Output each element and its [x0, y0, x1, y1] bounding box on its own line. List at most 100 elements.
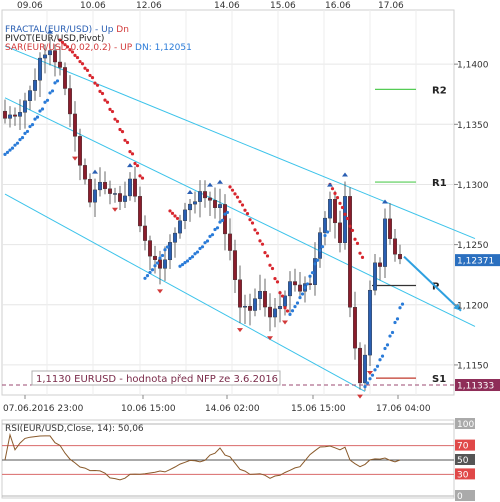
- sar-dot-up: [310, 271, 315, 275]
- sar-dot-up: [370, 373, 375, 377]
- sar-dot-dn: [355, 241, 360, 246]
- legend-fractal: FRACTAL(EUR/USD) - Up Dn: [5, 25, 129, 35]
- sar-dot-dn: [103, 98, 107, 102]
- sar-dot-dn: [263, 251, 267, 255]
- sar-dot-up: [8, 148, 12, 152]
- sar-dot-up: [183, 261, 187, 265]
- sar-dot-up: [313, 262, 317, 266]
- sar-dot-up: [320, 245, 325, 249]
- sar-dot-up: [308, 274, 312, 278]
- nfp-annotation: 1,1130 EURUSD - hodnota před NFP ze 3.6.…: [36, 373, 278, 385]
- y-tick-label: 1,1300: [457, 181, 489, 191]
- candle-body: [273, 308, 278, 318]
- sar-dot-dn: [68, 48, 72, 52]
- sar-dot-up: [53, 81, 57, 85]
- candle-body: [182, 209, 187, 221]
- sar-dot-up: [23, 131, 27, 136]
- sar-dot-dn: [343, 212, 347, 216]
- nfp-price-label: 1,11333: [457, 382, 494, 392]
- sar-dot-dn: [268, 263, 272, 267]
- sar-dot-up: [178, 264, 182, 268]
- rsi-tick-label: 0: [457, 492, 463, 502]
- candle-body: [323, 217, 328, 233]
- top-date-label: 10.06: [80, 1, 106, 11]
- sar-dot-dn: [125, 140, 130, 145]
- candle-body: [373, 262, 378, 291]
- sar-dot-dn: [110, 109, 115, 114]
- candle-body: [58, 61, 63, 68]
- rsi-line: [4, 432, 401, 481]
- candle-body: [318, 232, 323, 259]
- sar-dot-up: [398, 306, 402, 310]
- projection-arrow-head: [453, 303, 461, 311]
- sar-dot-dn: [123, 138, 127, 142]
- grid: [2, 10, 454, 395]
- sar-dot-dn: [60, 40, 65, 44]
- sar-dot-dn: [275, 280, 280, 284]
- sar-dot-up: [293, 304, 297, 309]
- candle-body: [197, 191, 202, 202]
- sar-dot-up: [148, 270, 152, 275]
- sar-dot-dn: [283, 306, 287, 310]
- candle-body: [268, 306, 273, 318]
- sar-dot-dn: [78, 59, 82, 64]
- sar-dot-up: [365, 381, 370, 385]
- sar-dot-dn: [260, 242, 265, 246]
- rsi-tick-label: 100: [457, 420, 474, 430]
- sar-dot-dn: [65, 45, 70, 49]
- candle-body: [157, 259, 162, 269]
- sar-dot-up: [163, 248, 167, 252]
- sar-dot-up: [25, 129, 30, 134]
- sar-dot-dn: [105, 100, 110, 104]
- sar-dot-dn: [170, 211, 175, 215]
- sar-dot-up: [193, 252, 197, 256]
- sar-dot-up: [160, 253, 165, 258]
- fractals: [47, 29, 388, 399]
- y-tick-label: 1,1200: [457, 301, 489, 311]
- sar-dot-dn: [140, 176, 145, 180]
- sar-dot-up: [385, 343, 390, 347]
- sar-dot-dn: [280, 294, 285, 298]
- candle-body: [48, 50, 53, 56]
- sar-dot-dn: [285, 309, 290, 313]
- candle-body: [122, 195, 127, 202]
- top-date-label: 12.06: [136, 1, 162, 11]
- sar-dot-up: [165, 245, 170, 249]
- sar-dot-dn: [240, 203, 245, 207]
- sar-dot-up: [375, 364, 380, 368]
- sar-dot-dn: [253, 228, 257, 232]
- sar-dot-dn: [330, 187, 335, 191]
- pivot-s1-label: S1: [432, 374, 446, 385]
- rsi-tick-label: 30: [457, 470, 469, 480]
- candle-body: [247, 305, 252, 311]
- candle-body: [328, 199, 333, 219]
- y-tick-label: 1,1400: [457, 61, 489, 71]
- sar-dot-up: [303, 285, 307, 290]
- sar-dot-dn: [348, 224, 352, 228]
- sar-dot-up: [300, 292, 305, 296]
- projection-arrow: [403, 255, 462, 312]
- sar-dot-up: [28, 124, 32, 129]
- sar-dot-up: [185, 259, 190, 263]
- bottom-date-axis: 07.06.2016 23:00 10.06 15:00 14.06 02:00 15…: [3, 395, 431, 414]
- candle-body: [33, 80, 38, 91]
- sar-dot-dn: [95, 83, 100, 87]
- candle-body: [353, 307, 358, 349]
- sar-dot-up: [155, 261, 160, 265]
- sar-dot-dn: [108, 107, 112, 111]
- candle-body: [348, 196, 353, 308]
- candle-body: [222, 204, 227, 235]
- sar-dot-up: [325, 230, 330, 234]
- sar-dot-up: [373, 368, 377, 372]
- bottom-date-label: 07.06.2016 23:00: [3, 404, 84, 414]
- sar-dot-up: [203, 241, 207, 245]
- candle-body: [12, 114, 17, 117]
- sar-dot-up: [318, 248, 322, 252]
- sar-dot-up: [35, 115, 40, 119]
- candle-body: [187, 203, 192, 211]
- sar-dot-up: [380, 354, 385, 358]
- fractal-dn: [367, 371, 373, 376]
- candle-body: [298, 284, 303, 292]
- candle-body: [278, 306, 283, 310]
- sar-dot-dn: [335, 195, 340, 200]
